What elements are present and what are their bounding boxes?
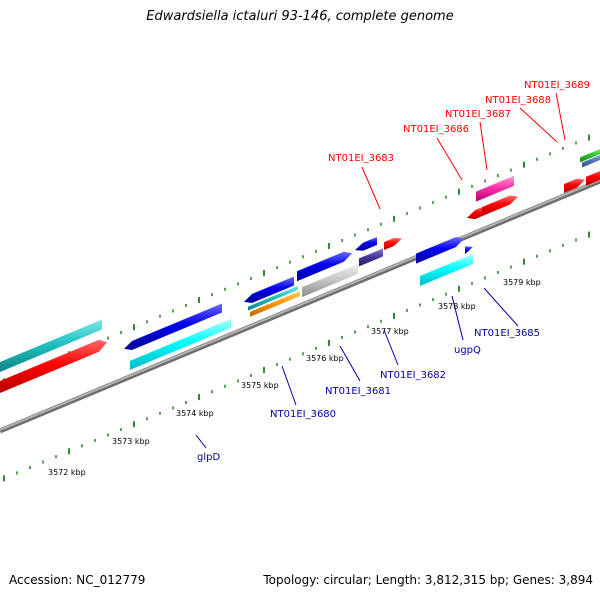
leader-line [281, 365, 297, 406]
kbp-label-3573: 3573 kbp [112, 437, 150, 446]
feature-block[interactable] [359, 248, 383, 267]
feature-block[interactable] [476, 175, 514, 202]
kbp-label-3576: 3576 kbp [306, 354, 344, 363]
feature-block[interactable] [482, 195, 518, 217]
feature-block[interactable] [564, 178, 585, 193]
accession-text: Accession: NC_012779 [9, 573, 146, 587]
feature-block[interactable] [302, 263, 358, 298]
leader-line [195, 434, 207, 449]
leader-line [339, 345, 361, 382]
feature-block[interactable] [0, 319, 102, 375]
leader-line [383, 329, 399, 366]
leader-line [519, 107, 558, 143]
kbp-label-3579: 3579 kbp [503, 278, 541, 287]
feature-block[interactable] [465, 246, 473, 255]
gene-label-NT01EI_3683[interactable]: NT01EI_3683 [328, 153, 394, 164]
leader-line [451, 295, 464, 341]
leader-line [555, 92, 566, 141]
leader-line [436, 137, 463, 181]
gene-label-NT01EI_3680[interactable]: NT01EI_3680 [270, 409, 336, 420]
kbp-labels: 3572 kbp 3573 kbp 3574 kbp 3575 kbp 3576… [48, 278, 541, 477]
feature-block[interactable] [124, 303, 222, 351]
kbp-label-3578: 3578 kbp [438, 302, 476, 311]
leader-line [479, 121, 488, 171]
gene-label-NT01EI_3687[interactable]: NT01EI_3687 [445, 109, 511, 120]
kbp-label-3575: 3575 kbp [241, 381, 279, 390]
genome-backbone [0, 178, 600, 434]
gene-labels-top: NT01EI_3683 NT01EI_3686 NT01EI_3687 NT01… [328, 80, 590, 164]
feature-block[interactable] [130, 318, 231, 370]
feature-block[interactable] [420, 253, 473, 286]
gene-label-glpD[interactable]: glpD [197, 452, 220, 463]
gene-label-NT01EI_3682[interactable]: NT01EI_3682 [380, 370, 446, 381]
feature-block[interactable] [244, 276, 294, 304]
feature-block[interactable] [582, 153, 600, 168]
feature-block[interactable] [297, 251, 352, 282]
kbp-label-3572: 3572 kbp [48, 468, 86, 477]
gene-label-NT01EI_3681[interactable]: NT01EI_3681 [325, 386, 391, 397]
features-layer [0, 147, 600, 395]
gene-label-NT01EI_3686[interactable]: NT01EI_3686 [403, 124, 469, 135]
leader-line [361, 166, 381, 210]
feature-block[interactable] [586, 169, 600, 186]
gene-labels-bottom: glpD NT01EI_3680 NT01EI_3681 NT01EI_3682… [197, 328, 540, 463]
feature-block[interactable] [0, 339, 107, 395]
feature-block[interactable] [250, 291, 300, 317]
feature-block[interactable] [467, 206, 483, 220]
gene-label-NT01EI_3689[interactable]: NT01EI_3689 [524, 80, 590, 91]
kbp-label-3577: 3577 kbp [371, 327, 409, 336]
tick-ruler-inner [3, 231, 590, 482]
map-title: Edwardsiella ictaluri 93-146, complete g… [146, 9, 454, 24]
feature-block[interactable] [580, 147, 600, 163]
feature-block[interactable] [248, 285, 298, 311]
leader-line [483, 287, 519, 327]
gene-label-NT01EI_3688[interactable]: NT01EI_3688 [485, 95, 551, 106]
feature-block[interactable] [416, 237, 464, 264]
feature-block[interactable] [355, 236, 377, 251]
gene-label-NT01EI_3685[interactable]: NT01EI_3685 [474, 328, 540, 339]
feature-block[interactable] [384, 237, 402, 250]
kbp-label-3574: 3574 kbp [176, 409, 214, 418]
label-leaders [195, 92, 566, 449]
gene-label-ugpQ[interactable]: ugpQ [454, 345, 481, 356]
genome-summary-text: Topology: circular; Length: 3,812,315 bp… [263, 573, 593, 587]
